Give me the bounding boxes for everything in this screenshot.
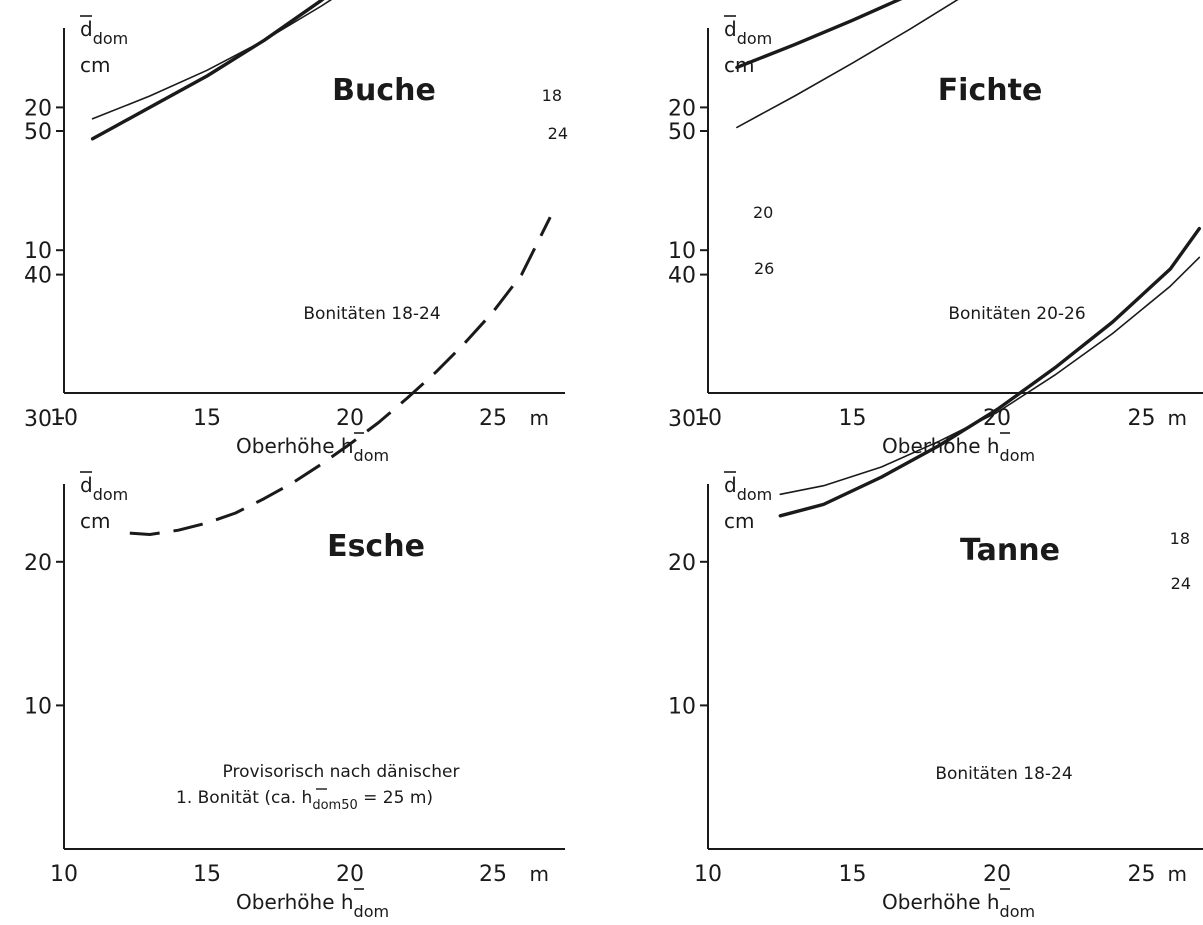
x-axis-label: Oberhöhe hdom [882,890,1035,921]
y-axis-label: ddom [80,17,128,48]
y-axis-label: ddom [724,473,772,504]
y-tick-label: 20 [668,551,696,576]
series-line-26 [736,0,959,129]
y-tick-label: 10 [24,239,52,264]
y-label-main: d [80,473,93,497]
y-unit-label: cm [80,509,110,533]
y-label-sub: dom [737,29,773,48]
chart-note: Provisorisch nach dänischer [223,762,460,782]
chart-note: Bonitäten 18-24 [935,764,1072,784]
y-unit-label: cm [724,509,754,533]
note2-sub: dom50 [312,798,357,813]
x-tick-label: 10 [50,862,78,887]
y-axis-label: ddom [80,473,128,504]
y-label-sub: dom [93,485,129,504]
x-axis-label: Oberhöhe hdom [236,890,389,921]
note2-tail: = 25 m) [358,788,433,808]
series-line-18 [778,226,1202,518]
y-tick-label: 10 [24,694,52,719]
x-label-main: Oberhöhe h [882,890,1000,914]
x-label-sub: dom [354,446,390,465]
series-line-20 [735,0,903,70]
x-unit-label: m [530,862,549,886]
chart-note-2: 1. Bonität (ca. hdom50 = 25 m) [176,788,433,813]
x-axis-label: Oberhöhe hdom [236,434,389,465]
x-tick-label: 15 [839,406,867,431]
y-label-main: d [724,473,737,497]
series-label-18: 18 [542,86,562,105]
y-tick-label: 50 [668,120,696,145]
series-line-24 [779,256,1201,496]
y-unit-label: cm [80,53,110,77]
chart-title: Tanne [960,533,1060,568]
y-tick-label: 40 [668,264,696,289]
y-tick-label: 20 [668,96,696,121]
y-tick-label: 30 [668,407,696,432]
series-line-24 [91,0,333,120]
x-axis-label: Oberhöhe hdom [882,434,1035,465]
series-label-24: 24 [1171,574,1191,593]
x-tick-label: 25 [1128,862,1156,887]
y-label-sub: dom [737,485,773,504]
y-tick-label: 30 [24,407,52,432]
y-tick-label: 20 [24,96,52,121]
x-tick-label: 25 [1128,406,1156,431]
chart-title: Buche [332,73,436,108]
y-axis-label: ddom [724,17,772,48]
x-label-sub: dom [1000,902,1036,921]
series-line-18 [90,0,325,141]
series-line-main [129,216,552,536]
y-label-main: d [724,17,737,41]
x-tick-label: 25 [479,406,507,431]
y-tick-label: 10 [668,694,696,719]
y-tick-label: 20 [24,551,52,576]
x-tick-label: 20 [336,406,364,431]
x-label-sub: dom [354,902,390,921]
y-tick-label: 40 [24,264,52,289]
x-label-sub: dom [1000,446,1036,465]
x-tick-label: 10 [694,862,722,887]
chart-title: Fichte [938,73,1043,108]
x-tick-label: 20 [336,862,364,887]
series-label-24: 24 [548,124,568,143]
y-tick-label: 50 [24,120,52,145]
x-label-main: Oberhöhe h [236,890,354,914]
x-unit-label: m [1168,406,1187,430]
x-tick-label: 15 [193,862,221,887]
series-label-20: 20 [753,203,773,222]
chart-note: Bonitäten 18-24 [303,304,440,324]
x-tick-label: 15 [193,406,221,431]
x-unit-label: m [1168,862,1187,886]
x-tick-label: 15 [839,862,867,887]
series-label-18: 18 [1170,529,1190,548]
chart-title: Esche [327,529,425,564]
series-label-26: 26 [754,259,774,278]
note2-main: 1. Bonität (ca. h [176,788,312,808]
y-tick-label: 10 [668,239,696,264]
x-tick-label: 20 [983,862,1011,887]
y-label-sub: dom [93,29,129,48]
x-unit-label: m [530,406,549,430]
chart-note: Bonitäten 20-26 [948,304,1085,324]
y-label-main: d [80,17,93,41]
x-tick-label: 25 [479,862,507,887]
